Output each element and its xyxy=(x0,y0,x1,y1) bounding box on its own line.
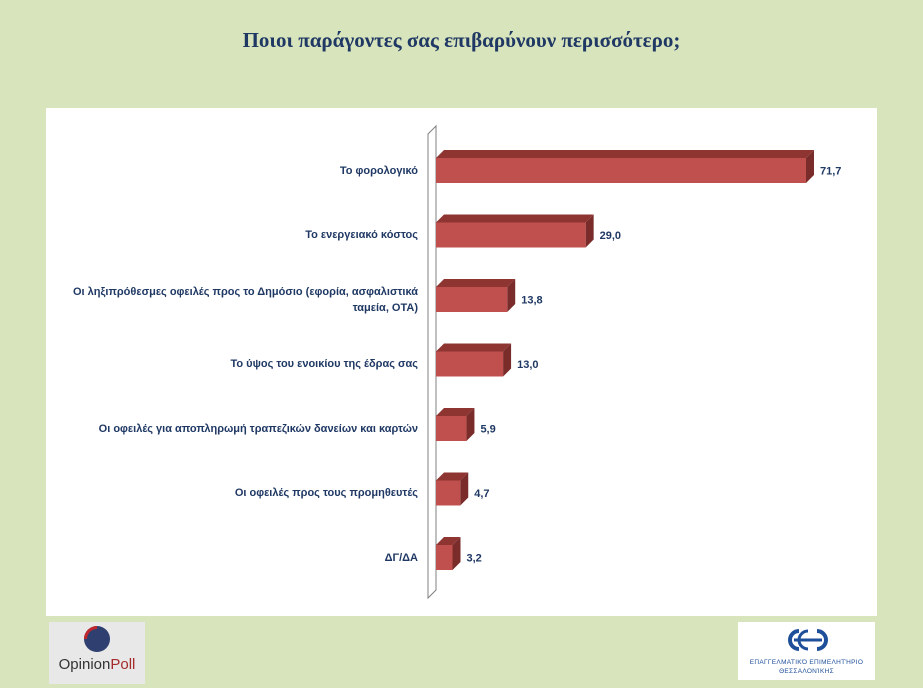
data-label: 5,9 xyxy=(480,424,495,436)
category-label: Οι οφειλές για αποπληρωμή τραπεζικών δαν… xyxy=(98,422,418,435)
bar-side-face xyxy=(585,214,594,248)
data-label: 4,7 xyxy=(474,488,489,500)
bar-top-face xyxy=(436,537,461,545)
bar-top-face xyxy=(436,472,469,481)
bar xyxy=(436,222,586,248)
data-label: 29,0 xyxy=(600,230,621,242)
bar-top-face xyxy=(436,408,475,416)
category-label: Το φορολογικό xyxy=(339,164,418,177)
chart-panel: 71,7 29,0 13,8 13,0 5,9 4,7 3,2 Το φορολογικό Τ… xyxy=(46,108,877,616)
bar-side-face xyxy=(452,537,461,570)
category-label: Οι ληξιπρόθεσμες οφειλές προς το Δημόσιο… xyxy=(73,285,418,314)
bar xyxy=(436,545,453,570)
axis-wall xyxy=(427,124,437,600)
chamber-name: Επαγγελματικό Επιμελητήριο Θεσσαλονίκης xyxy=(749,659,864,675)
category-label: Το ύψος του ενοικίου της έδρας σας xyxy=(230,358,418,370)
bar xyxy=(436,351,504,377)
opinionpoll-wordmark: OpinionPoll xyxy=(58,656,136,673)
bar-chart: 71,7 29,0 13,8 13,0 5,9 4,7 3,2 xyxy=(427,124,841,600)
bar-side-face xyxy=(466,408,475,441)
data-label: 13,8 xyxy=(521,295,542,307)
data-label: 13,0 xyxy=(517,359,538,371)
bar-side-face xyxy=(507,279,516,312)
bar-side-face xyxy=(503,343,512,377)
bar-top-face xyxy=(436,279,516,287)
bar-top-face xyxy=(436,343,512,352)
bar-side-face xyxy=(806,150,814,183)
bar xyxy=(436,480,461,506)
chamber-logo: Επαγγελματικό Επιμελητήριο Θεσσαλονίκης xyxy=(738,622,875,680)
bar-top-face xyxy=(436,150,814,158)
category-label: Οι οφειλές προς τους προμηθευτές xyxy=(234,487,418,499)
bar xyxy=(436,287,508,312)
bar-side-face xyxy=(460,472,469,506)
chamber-emblem-icon xyxy=(788,629,828,651)
bar-top-face xyxy=(436,214,594,223)
data-label: 71,7 xyxy=(820,166,841,178)
chart-title: Ποιοι παράγοντες σας επιβαρύνουν περισσό… xyxy=(242,28,681,52)
opinionpoll-logo: OpinionPoll xyxy=(49,622,145,684)
data-label: 3,2 xyxy=(467,553,482,565)
category-label: Το ενεργειακό κόστος xyxy=(305,229,418,241)
bar xyxy=(436,158,806,183)
bar xyxy=(436,416,467,441)
opinionpoll-emblem-icon xyxy=(84,626,110,652)
category-label: ΔΓ/ΔΑ xyxy=(384,551,418,564)
